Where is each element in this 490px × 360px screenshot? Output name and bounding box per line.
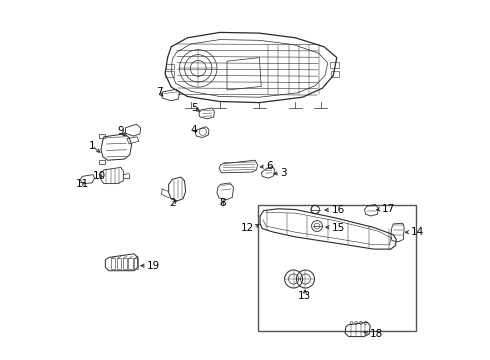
Text: 7: 7 <box>156 87 163 97</box>
Bar <box>111 258 116 269</box>
Text: 14: 14 <box>411 227 424 237</box>
Text: 5: 5 <box>191 103 198 113</box>
Text: 8: 8 <box>220 198 226 208</box>
Text: 6: 6 <box>266 161 272 171</box>
Bar <box>128 258 133 269</box>
Text: 3: 3 <box>280 168 287 178</box>
Text: 11: 11 <box>75 179 89 189</box>
Bar <box>134 258 139 269</box>
Text: 16: 16 <box>331 204 344 215</box>
Bar <box>122 258 127 269</box>
Text: 15: 15 <box>331 222 344 233</box>
Text: 19: 19 <box>147 261 160 271</box>
Text: 13: 13 <box>298 291 311 301</box>
Text: 10: 10 <box>93 171 106 181</box>
Text: 9: 9 <box>118 126 124 136</box>
Text: 17: 17 <box>382 204 395 214</box>
Text: 4: 4 <box>191 125 197 135</box>
Bar <box>117 258 121 269</box>
Text: 12: 12 <box>241 222 254 233</box>
Text: 18: 18 <box>370 329 384 339</box>
Text: 1: 1 <box>89 141 96 151</box>
Text: 2: 2 <box>170 198 176 208</box>
Bar <box>258 205 416 331</box>
